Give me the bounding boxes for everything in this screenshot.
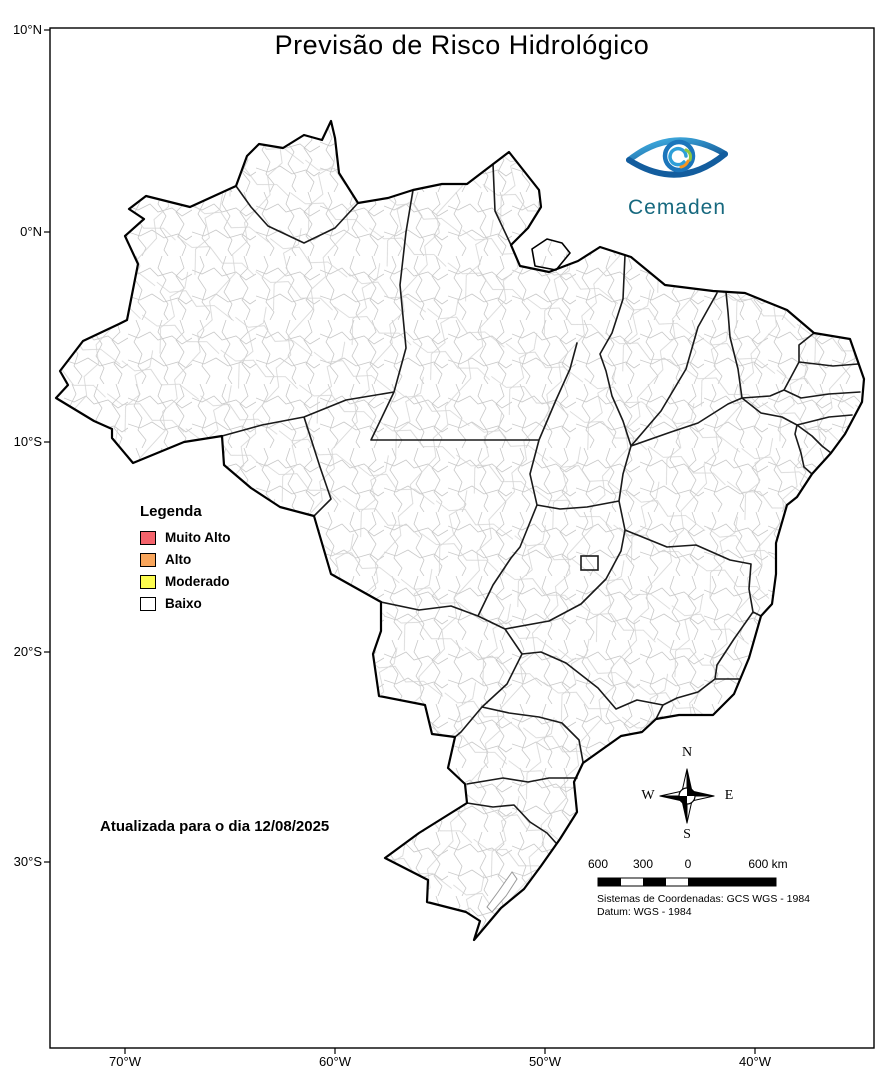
cemaden-wordmark: Cemaden (627, 196, 727, 219)
legend-swatch-moderado (140, 575, 156, 589)
lon-label-50w: 50°W (529, 1054, 561, 1069)
legend-title: Legenda (140, 503, 202, 520)
compass-letter-e: E (724, 788, 734, 803)
scale-bar (597, 877, 777, 887)
compass-letter-n: N (681, 745, 693, 760)
compass-rose-icon (659, 768, 715, 824)
scale-label-0: 0 (684, 857, 692, 871)
legend-label: Moderado (165, 574, 230, 589)
datum-note: Datum: WGS - 1984 (597, 906, 692, 918)
df-boundary (580, 555, 599, 571)
lat-label-0n: 0°N (20, 224, 42, 239)
updated-date-note: Atualizada para o dia 12/08/2025 (100, 818, 330, 835)
lat-label-30s: 30°S (13, 854, 42, 869)
legend-swatch-muito-alto (140, 531, 156, 545)
legend-swatch-alto (140, 553, 156, 567)
compass-letter-s: S (683, 827, 691, 842)
compass-letter-w: W (641, 788, 655, 803)
scale-label-600-km: 600 km (748, 857, 788, 871)
scale-label-300: 300 (632, 857, 654, 871)
scale-label-600-left: 600 (587, 857, 609, 871)
state-boundaries (221, 163, 861, 844)
lon-label-70w: 70°W (109, 1054, 141, 1069)
legend-label: Alto (165, 552, 192, 567)
coordinate-system-note: Sistemas de Coordenadas: GCS WGS - 1984 (597, 893, 811, 905)
page-title: Previsão de Risco Hidrológico (274, 30, 650, 60)
lat-label-10s: 10°S (13, 434, 42, 449)
lagoa-dos-patos (486, 871, 518, 913)
legend-label: Baixo (165, 596, 202, 611)
legend-label: Muito Alto (165, 530, 231, 545)
legend-swatch-baixo (140, 597, 156, 611)
legend-item-moderado: Moderado (140, 574, 230, 590)
legend-item-baixo: Baixo (140, 596, 230, 612)
marajo-island-outline (531, 238, 571, 271)
lon-label-60w: 60°W (319, 1054, 351, 1069)
lon-label-40w: 40°W (739, 1054, 771, 1069)
legend-item-muito-alto: Muito Alto (140, 530, 230, 546)
map-frame-border (49, 27, 875, 1049)
lat-label-10n: 10°N (12, 22, 42, 37)
brazil-outline (54, 119, 866, 942)
legend-item-alto: Alto (140, 552, 230, 568)
legend: Legenda Muito Alto Alto Moderado Baixo (140, 503, 230, 618)
cemaden-logo-icon (626, 137, 728, 178)
lat-label-20s: 20°S (13, 644, 42, 659)
axis-ticks (44, 29, 756, 1054)
